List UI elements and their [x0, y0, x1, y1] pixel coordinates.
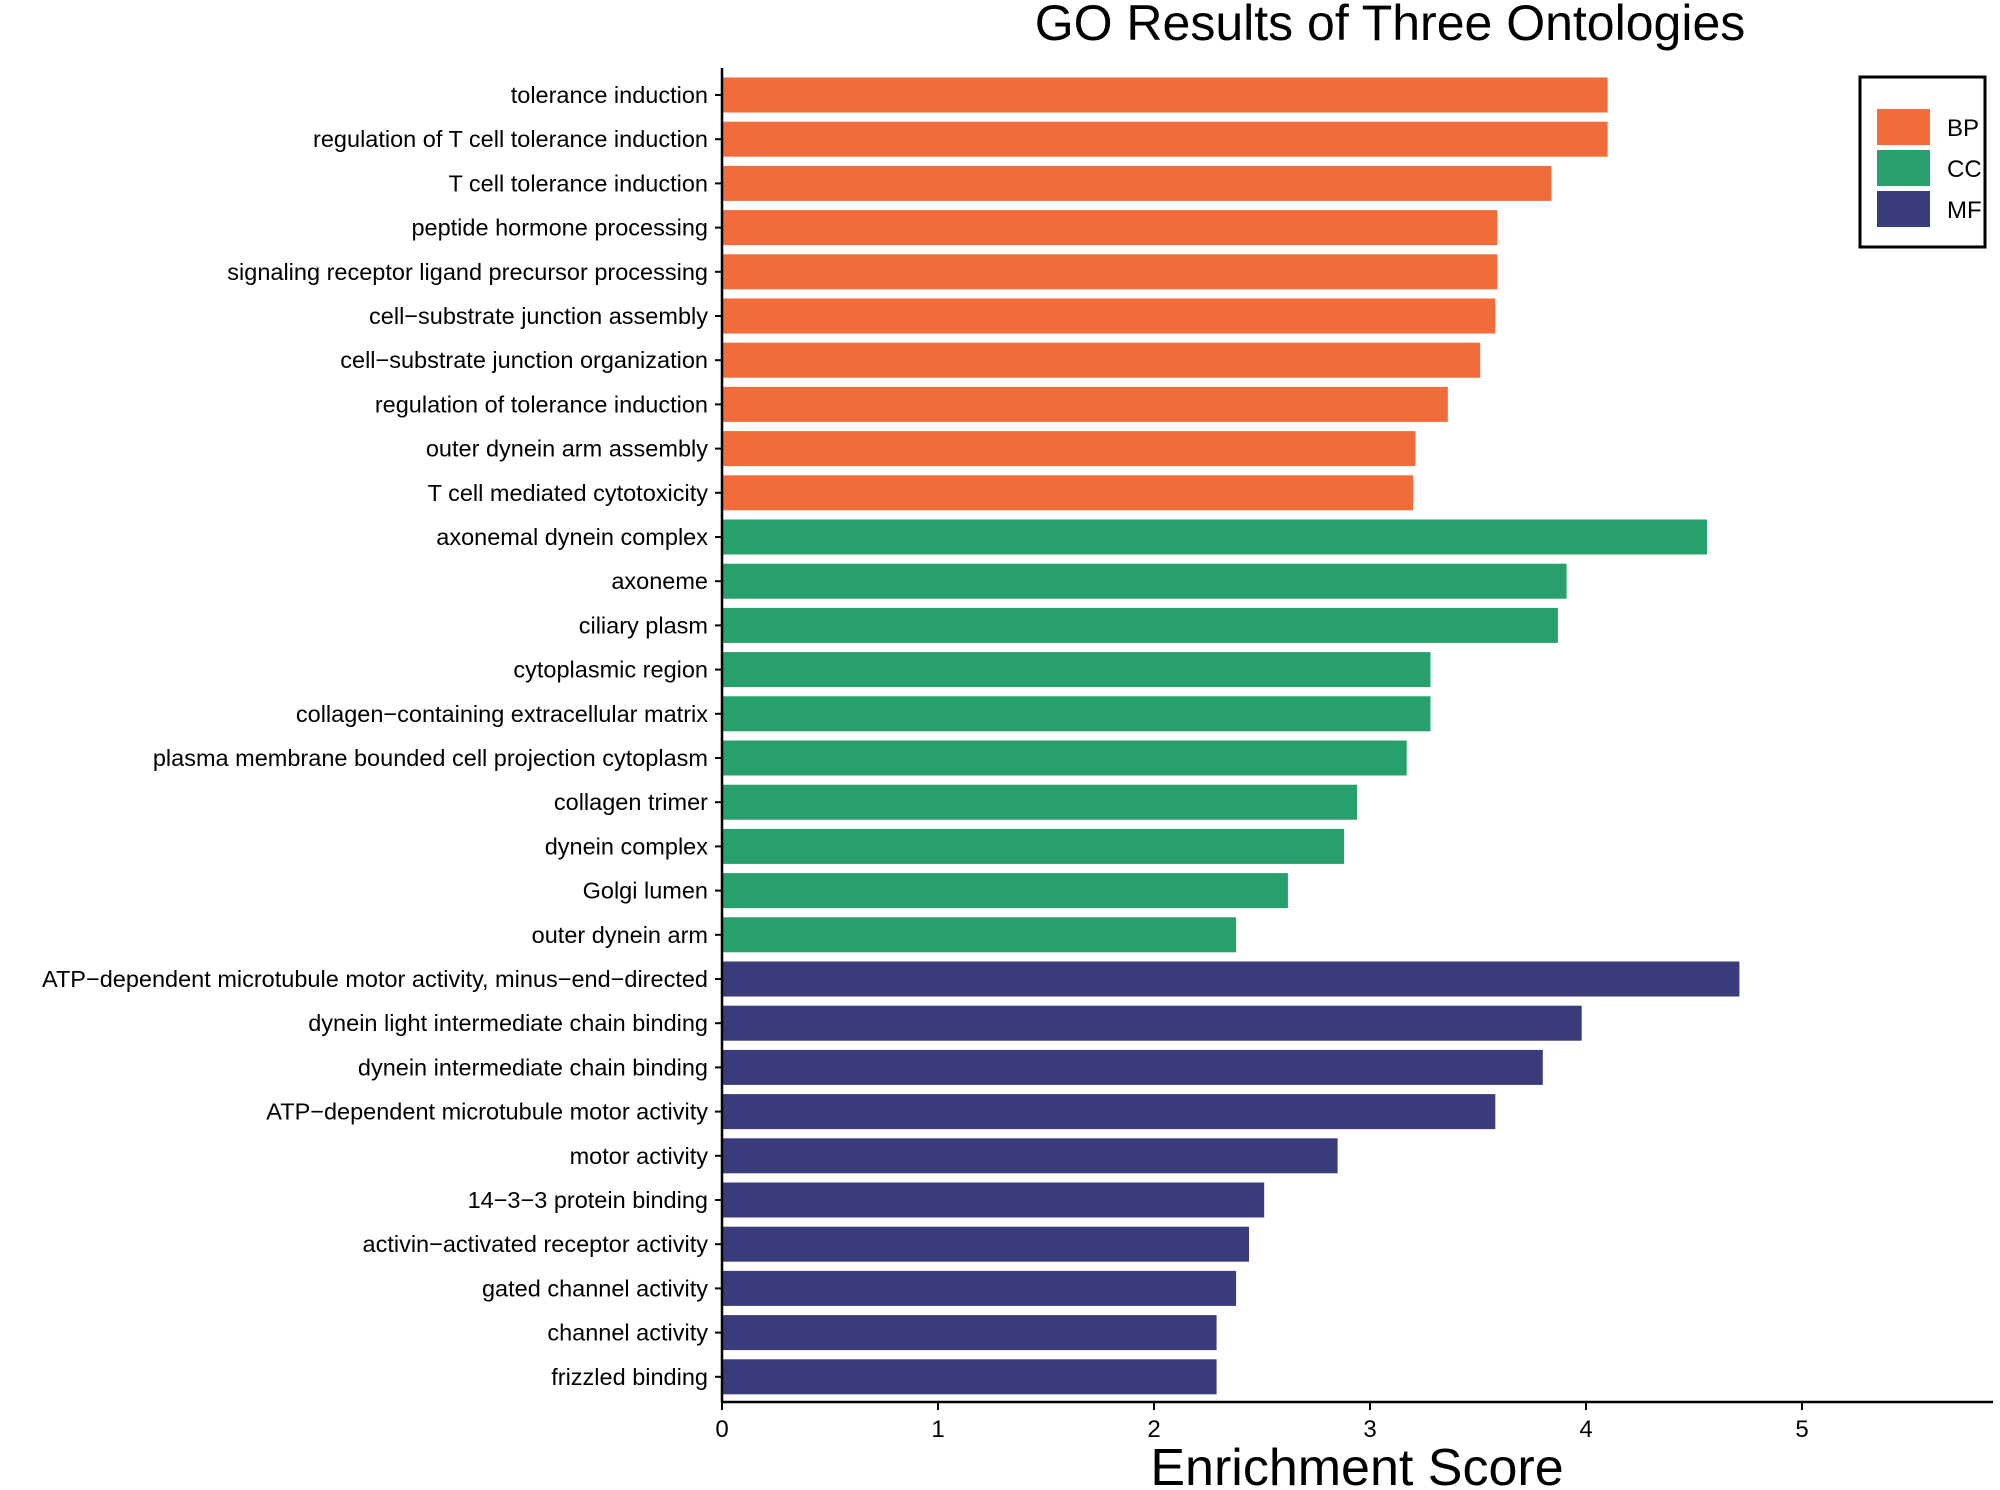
bar-cc-8 — [722, 828, 1345, 864]
bar-bp-9 — [722, 431, 1416, 467]
x-tick-label: 2 — [1147, 1416, 1160, 1443]
category-label: Golgi lumen — [583, 878, 708, 904]
bar-mf-5 — [722, 1138, 1338, 1174]
bar-cc-5 — [722, 696, 1431, 732]
bar-bp-6 — [722, 298, 1496, 334]
category-label: activin−activated receptor activity — [363, 1231, 709, 1257]
bar-mf-6 — [722, 1182, 1265, 1218]
category-label: collagen−containing extracellular matrix — [296, 701, 708, 727]
category-label: regulation of tolerance induction — [375, 391, 708, 417]
legend-swatch-bp — [1877, 109, 1930, 145]
bar-mf-10 — [722, 1359, 1217, 1395]
category-label: peptide hormone processing — [411, 215, 708, 241]
bar-bp-2 — [722, 121, 1608, 157]
category-label: gated channel activity — [482, 1275, 708, 1301]
x-tick-label: 0 — [715, 1416, 728, 1443]
category-label: channel activity — [547, 1320, 708, 1346]
category-label: ATP−dependent microtubule motor activity — [266, 1099, 708, 1125]
bar-bp-7 — [722, 342, 1481, 378]
category-label: frizzled binding — [551, 1364, 708, 1390]
category-label: axonemal dynein complex — [436, 524, 708, 550]
bar-bp-1 — [722, 77, 1608, 113]
category-label: signaling receptor ligand precursor proc… — [227, 259, 708, 285]
category-labels: tolerance induction regulation of T cell … — [42, 82, 708, 1390]
category-label: 14−3−3 protein binding — [468, 1187, 708, 1213]
bar-cc-4 — [722, 652, 1431, 688]
bar-cc-6 — [722, 740, 1407, 776]
x-tick-label: 4 — [1579, 1416, 1592, 1443]
x-tick-label: 3 — [1363, 1416, 1376, 1443]
bar-bp-3 — [722, 165, 1552, 201]
category-label: tolerance induction — [511, 82, 708, 108]
category-label: axoneme — [611, 568, 708, 594]
bar-mf-8 — [722, 1270, 1237, 1306]
bar-cc-10 — [722, 917, 1237, 953]
category-label: T cell mediated cytotoxicity — [428, 480, 709, 506]
category-label: cell−substrate junction organization — [340, 347, 708, 373]
category-label: collagen trimer — [554, 789, 708, 815]
bar-cc-9 — [722, 873, 1288, 909]
category-label: dynein complex — [545, 833, 709, 859]
bar-cc-1 — [722, 519, 1707, 555]
legend-swatch-cc — [1877, 150, 1930, 186]
x-axis-label: Enrichment Score — [1150, 1439, 1563, 1490]
category-label: ATP−dependent microtubule motor activity… — [42, 966, 708, 992]
category-label: cytoplasmic region — [513, 657, 708, 683]
bars-group — [722, 77, 1740, 1395]
bar-bp-4 — [722, 210, 1498, 246]
category-label: outer dynein arm assembly — [426, 436, 708, 462]
bar-bp-8 — [722, 386, 1448, 422]
bar-mf-9 — [722, 1315, 1217, 1351]
legend-label-cc: CC — [1947, 156, 1982, 183]
x-tick-label: 1 — [931, 1416, 944, 1443]
x-tick-label: 5 — [1795, 1416, 1808, 1443]
legend-label-mf: MF — [1947, 197, 1982, 224]
legend: BP CC MF — [1858, 75, 1987, 249]
category-label: outer dynein arm — [532, 922, 708, 948]
category-label: dynein intermediate chain binding — [358, 1054, 708, 1080]
bar-mf-2 — [722, 1005, 1582, 1041]
bar-mf-4 — [722, 1094, 1496, 1130]
bar-mf-3 — [722, 1049, 1543, 1085]
legend-label-bp: BP — [1947, 115, 1979, 142]
legend-swatch-mf — [1877, 191, 1930, 227]
category-label: ciliary plasm — [579, 612, 708, 638]
bar-cc-2 — [722, 563, 1567, 599]
category-label: motor activity — [570, 1143, 709, 1169]
bar-cc-3 — [722, 607, 1558, 643]
bar-mf-7 — [722, 1226, 1249, 1262]
axes: 0 1 2 3 4 5 — [715, 68, 1993, 1443]
chart-title: GO Results of Three Ontologies — [1035, 0, 1746, 51]
bar-cc-7 — [722, 784, 1357, 820]
category-label: regulation of T cell tolerance induction — [313, 126, 708, 152]
category-label: cell−substrate junction assembly — [369, 303, 708, 329]
category-label: plasma membrane bounded cell projection … — [153, 745, 708, 771]
bar-bp-10 — [722, 475, 1414, 511]
category-label: dynein light intermediate chain binding — [308, 1010, 708, 1036]
bar-mf-1 — [722, 961, 1740, 997]
bar-bp-5 — [722, 254, 1498, 290]
category-label: T cell tolerance induction — [448, 170, 708, 196]
